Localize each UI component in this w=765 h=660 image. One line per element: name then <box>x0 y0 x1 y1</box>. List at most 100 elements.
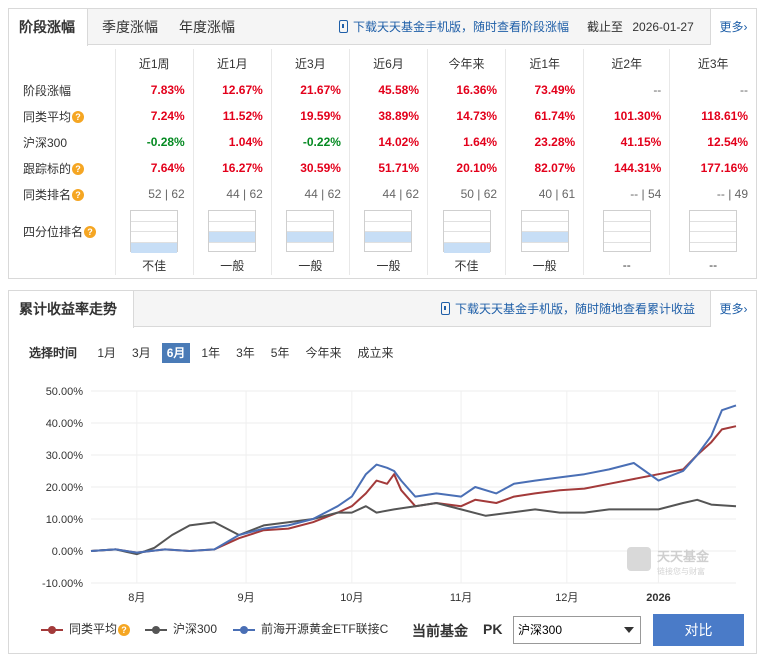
quartile-bar <box>364 210 413 252</box>
more-link-2[interactable]: 更多› <box>710 291 756 327</box>
range-option[interactable]: 3年 <box>236 346 255 360</box>
quartile-text: 一般 <box>271 255 350 275</box>
row-label-text: 同类排名 <box>23 187 72 202</box>
table-cell: 23.28% <box>505 129 585 155</box>
table-cell: 1.64% <box>427 129 507 155</box>
more-label-2: 更多 <box>719 302 744 316</box>
table-cell: 61.74% <box>505 103 585 129</box>
table-cell: 44 | 62 <box>271 181 350 207</box>
table-cell: 44 | 62 <box>193 181 272 207</box>
cumulative-return-chart: 50.00% 40.00% 30.00% 20.00% 10.00% 0.00% -10.0… <box>42 386 737 604</box>
range-option[interactable]: 今年来 <box>305 346 342 360</box>
table-cell: 41.15% <box>583 129 671 155</box>
range-option[interactable]: 1年 <box>201 346 221 360</box>
row-label-text: 跟踪标的 <box>23 161 72 176</box>
y-tick-label: 50.00% <box>46 386 84 398</box>
row-label: 同类平均? <box>9 103 116 129</box>
watermark-icon <box>627 547 651 571</box>
column-header: 今年来 <box>427 49 507 77</box>
chevron-right-icon: › <box>743 302 748 316</box>
range-option[interactable]: 3月 <box>132 346 151 360</box>
quartile-cell <box>583 207 671 255</box>
table-cell: -- <box>583 77 671 103</box>
help-icon[interactable]: ? <box>84 226 97 239</box>
performance-panel: 阶段涨幅 季度涨幅 年度涨幅 下载天天基金手机版，随时查看阶段涨幅 截止至 20… <box>8 8 757 279</box>
watermark-text: 天天基金 <box>657 549 710 564</box>
x-tick-label: 12月 <box>555 592 578 604</box>
quartile-cell <box>505 207 585 255</box>
legend-item-peer-average[interactable]: 同类平均? <box>41 620 131 637</box>
x-tick-label: 10月 <box>340 592 363 604</box>
y-tick-label: 0.00% <box>52 546 83 558</box>
table-cell: 52 | 62 <box>115 181 194 207</box>
row-label: 阶段涨幅 <box>9 77 116 103</box>
help-icon[interactable]: ? <box>72 163 85 176</box>
cutoff-info: 截止至 2026-01-27 <box>587 9 694 45</box>
quartile-text: 一般 <box>193 255 272 275</box>
cutoff-label: 截止至 <box>587 20 624 34</box>
quartile-bar <box>602 210 651 252</box>
row-label-text: 同类平均 <box>23 109 72 124</box>
quartile-text: -- <box>583 255 671 275</box>
quartile-cell <box>115 207 194 255</box>
table-cell: 7.83% <box>115 77 194 103</box>
compare-button[interactable]: 对比 <box>653 614 744 646</box>
legend-label-peer-average: 同类平均 <box>69 622 118 636</box>
x-tick-label: 8月 <box>128 592 145 604</box>
download-app-link[interactable]: 下载天天基金手机版，随时查看阶段涨幅 <box>339 9 569 45</box>
x-tick-label: 11月 <box>450 592 472 604</box>
legend-label-fund: 前海开源黄金ETF联接C <box>261 622 389 636</box>
row-label-text: 四分位排名 <box>23 224 84 239</box>
download-app-link-2[interactable]: 下载天天基金手机版，随时随地查看累计收益 <box>441 291 695 327</box>
watermark-subtext: 链接您与财富 <box>657 566 705 576</box>
table-cell: 118.61% <box>701 109 748 123</box>
y-tick-label: -10.00% <box>42 578 83 590</box>
quartile-bar <box>208 210 257 252</box>
legend-item-csi300[interactable]: 沪深300 <box>145 620 217 637</box>
download-app-text-2: 下载天天基金手机版，随时随地查看累计收益 <box>455 302 696 316</box>
phone-icon <box>339 20 348 33</box>
help-icon[interactable]: ? <box>72 189 85 202</box>
table-cell: -- | 54 <box>583 181 671 207</box>
current-fund-label: 当前基金 <box>412 623 468 639</box>
table-cell: 20.10% <box>427 155 507 181</box>
table-row: 同类平均? 7.24% 11.52% 19.59% 38.89% 14.73% 61.74%… <box>9 103 756 129</box>
table-cell: -0.28% <box>115 129 194 155</box>
download-app-text: 下载天天基金手机版，随时查看阶段涨幅 <box>353 20 570 34</box>
table-cell: 38.89% <box>349 103 429 129</box>
trend-title[interactable]: 累计收益率走势 <box>9 291 134 328</box>
legend-item-fund[interactable]: 前海开源黄金ETF联接C <box>233 620 388 637</box>
table-cell: 21.67% <box>271 77 350 103</box>
table-header-row: 近1周 近1月 近3月 近6月 今年来 近1年 近2年 近3年 <box>9 49 756 77</box>
table-cell: 14.02% <box>349 129 429 155</box>
range-option[interactable]: 1月 <box>97 346 117 360</box>
table-cell: -- <box>740 83 748 97</box>
help-icon[interactable]: ? <box>72 111 85 124</box>
compare-target-select[interactable]: 沪深300 <box>513 616 641 644</box>
table-cell: 82.07% <box>505 155 585 181</box>
y-tick-label: 40.00% <box>46 418 84 430</box>
quartile-text: 一般 <box>505 255 585 275</box>
tab-stage-return[interactable]: 阶段涨幅 <box>9 9 88 46</box>
more-link[interactable]: 更多› <box>710 9 756 45</box>
tab-annual-return[interactable]: 年度涨幅 <box>179 19 235 35</box>
quartile-text: -- <box>709 258 718 272</box>
chart-grid: 50.00% 40.00% 30.00% 20.00% 10.00% 0.00% -10.0… <box>42 386 736 604</box>
table-cell: 12.54% <box>707 135 748 149</box>
range-option[interactable]: 6月 <box>161 343 191 363</box>
column-header: 近3年 <box>697 56 729 71</box>
quartile-text: 不佳 <box>427 255 507 275</box>
time-range-selector: 选择时间 1月 3月 6月 1年 3年 5年 今年来 成立来 <box>29 343 405 363</box>
table-cell: 101.30% <box>583 103 671 129</box>
quartile-bar <box>442 210 491 253</box>
quartile-cell <box>670 207 756 255</box>
quartile-row: 四分位排名? <box>9 207 756 255</box>
tab-quarterly-return[interactable]: 季度涨幅 <box>102 19 158 35</box>
help-icon[interactable]: ? <box>118 623 131 636</box>
range-option[interactable]: 5年 <box>270 346 290 360</box>
phone-icon <box>441 302 450 315</box>
series-line-2 <box>90 404 737 554</box>
performance-table: 近1周 近1月 近3月 近6月 今年来 近1年 近2年 近3年 阶段涨幅 7.83% 12.67% 2… <box>9 49 756 275</box>
table-cell: 73.49% <box>505 77 585 103</box>
range-option[interactable]: 成立来 <box>357 346 394 360</box>
